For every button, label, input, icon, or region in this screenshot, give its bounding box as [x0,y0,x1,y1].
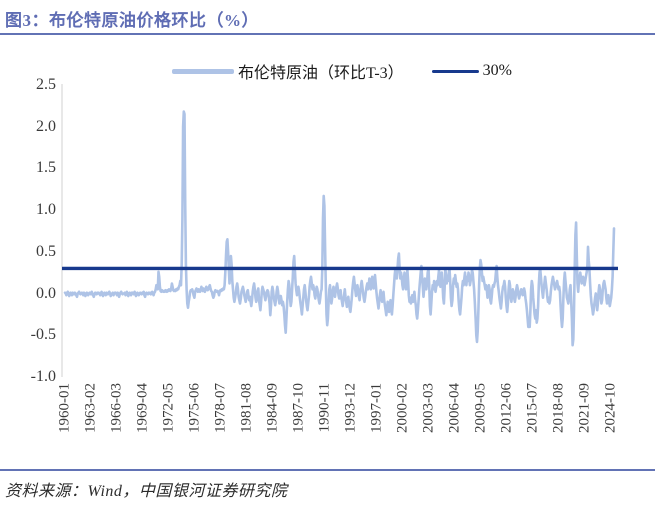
x-tick-label: 1993-12 [342,383,359,433]
figure-title: 图3：布伦特原油价格环比（%） [5,11,259,30]
legend-swatch-threshold [431,69,479,73]
legend-swatch-brent [172,68,235,74]
y-tick-label: 2.5 [36,75,56,93]
x-tick-label: 1969-04 [134,383,151,433]
y-tick-label: 0.0 [36,284,56,302]
x-tick-label: 2024-10 [602,383,619,433]
y-tick-label: -1.0 [30,367,56,385]
x-tick-label: 2000-02 [394,383,411,433]
chart-legend: 布伦特原油（环比T-3） 30% [62,58,622,84]
legend-item-brent: 布伦特原油（环比T-3） [172,59,404,83]
x-tick-label: 1978-07 [212,383,229,433]
x-tick-label: 1975-06 [186,383,203,433]
y-tick-label: 2.0 [36,117,56,135]
source-note: 资料来源：Wind，中国银河证券研究院 [5,483,288,500]
x-tick-label: 2003-03 [420,383,437,433]
brent-series-line [63,110,616,347]
y-tick-label: 1.0 [36,201,56,219]
x-tick-label: 2009-05 [472,383,489,433]
legend-item-threshold: 30% [431,62,512,80]
x-tick-label: 1966-03 [108,383,125,433]
y-tick-label: 1.5 [36,159,56,177]
y-tick-label: -0.5 [30,326,56,344]
x-tick-label: 1981-08 [238,383,255,433]
y-tick-label: 0.5 [36,242,56,260]
x-tick-label: 1963-02 [82,383,99,433]
x-tick-label: 2018-08 [550,383,567,433]
x-tick-label: 1984-09 [264,383,281,433]
x-tick-label: 1972-05 [160,383,177,433]
x-tick-label: 2021-09 [576,383,593,433]
x-tick-label: 2015-07 [524,383,541,433]
x-tick-label: 1960-01 [56,383,73,433]
footer-rule [0,469,655,471]
x-tick-label: 2012-06 [498,383,515,433]
top-rule [0,33,655,35]
x-tick-label: 1987-10 [290,383,307,433]
x-tick-label: 2006-04 [446,383,463,433]
x-tick-label: 1990-11 [316,383,333,433]
x-tick-label: 1997-01 [368,383,385,433]
legend-label-threshold: 30% [482,62,512,79]
legend-label-brent: 布伦特原油（环比T-3） [238,65,404,82]
